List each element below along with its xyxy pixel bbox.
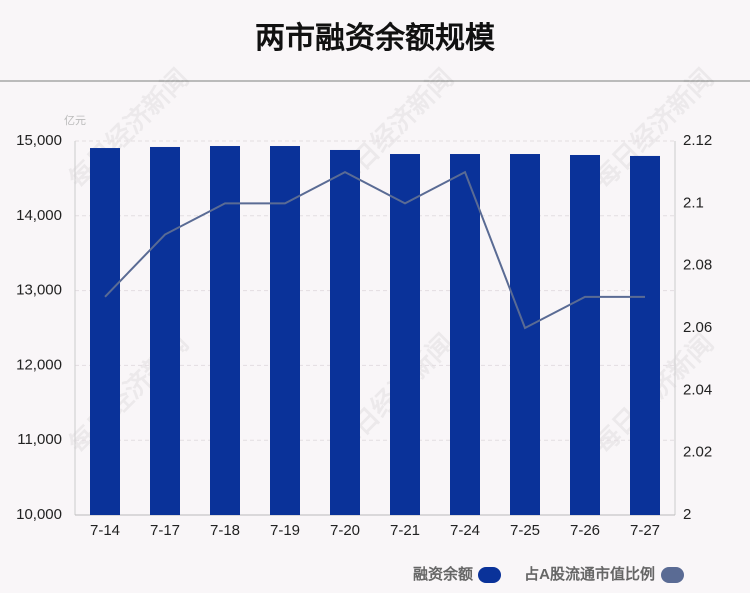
bar	[330, 149, 360, 515]
bar	[570, 154, 600, 515]
y2-tick-label: 2.12	[683, 132, 712, 149]
y2-tick-label: 2.06	[683, 319, 712, 336]
y-tick-label: 12,000	[16, 356, 62, 373]
legend-swatch	[478, 567, 501, 583]
legend-swatch	[661, 567, 684, 583]
y-tick-label: 11,000	[17, 431, 62, 448]
x-tick-label: 7-14	[90, 522, 120, 539]
bar	[510, 154, 540, 515]
x-tick-label: 7-21	[390, 522, 420, 539]
line	[104, 170, 645, 330]
x-tick-label: 7-19	[270, 522, 300, 539]
bar	[630, 155, 660, 515]
y2-tick-label: 2.1	[683, 194, 704, 211]
y2-tick-label: 2	[683, 506, 691, 523]
legend-label: 融资余额	[413, 565, 473, 583]
y-unit: 亿元	[64, 114, 86, 127]
x-tick-label: 7-20	[330, 522, 360, 539]
y-tick-label: 14,000	[16, 207, 62, 224]
x-tick-label: 7-18	[210, 522, 240, 539]
legend-label: 占A股流通市值比例	[524, 565, 655, 583]
y-tick-label: 13,000	[16, 282, 62, 299]
y2-tick-label: 2.04	[683, 381, 712, 398]
x-tick-label: 7-27	[630, 522, 660, 539]
x-tick-label: 7-26	[570, 522, 600, 539]
bar	[270, 146, 300, 515]
y-tick-label: 10,000	[16, 506, 62, 523]
bar	[150, 146, 180, 515]
x-tick-label: 7-17	[150, 522, 180, 539]
x-tick-label: 7-24	[450, 522, 480, 539]
bar	[90, 148, 120, 516]
y-tick-label: 15,000	[16, 132, 62, 149]
bar	[210, 146, 240, 515]
y2-tick-label: 2.08	[683, 257, 712, 274]
bar	[390, 154, 420, 515]
y2-tick-label: 2.02	[683, 444, 712, 461]
bar	[450, 154, 480, 515]
chart-title: 两市融资余额规模	[255, 21, 495, 55]
x-tick-label: 7-25	[510, 522, 540, 539]
